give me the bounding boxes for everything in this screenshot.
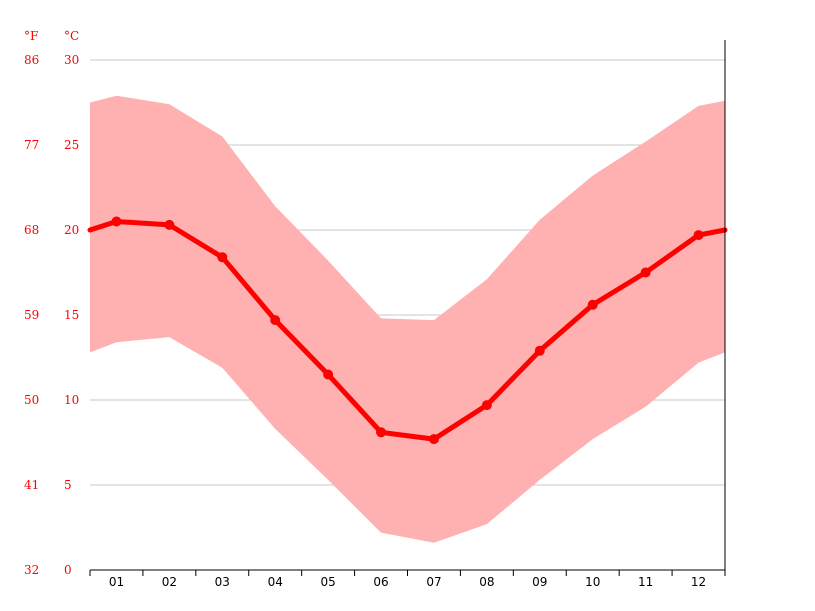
y-tick-label-fahrenheit: 32 [24, 563, 39, 577]
x-tick-label: 07 [426, 575, 441, 589]
y-tick-label-celsius: 30 [64, 53, 79, 67]
y-tick-label-celsius: 0 [64, 563, 72, 577]
y-tick-label-celsius: 25 [64, 138, 79, 152]
data-point [323, 369, 334, 380]
celsius-unit-label: °C [64, 29, 79, 43]
y-tick-label-fahrenheit: 86 [24, 53, 39, 67]
data-point [111, 216, 122, 227]
y-tick-label-celsius: 10 [64, 393, 79, 407]
x-tick-label: 05 [320, 575, 335, 589]
data-point [270, 315, 281, 326]
fahrenheit-unit-label: °F [24, 29, 38, 43]
data-point [693, 230, 704, 241]
data-point [587, 299, 598, 310]
data-point [534, 345, 545, 356]
data-point [640, 267, 651, 278]
x-tick-label: 09 [532, 575, 547, 589]
x-tick-label: 02 [162, 575, 177, 589]
data-point [428, 434, 439, 445]
data-point [376, 427, 387, 438]
x-tick-label: 12 [691, 575, 706, 589]
x-tick-label: 03 [215, 575, 230, 589]
x-tick-label: 10 [585, 575, 600, 589]
x-tick-label: 11 [638, 575, 653, 589]
temperature-range-band [90, 95, 725, 543]
y-tick-label-fahrenheit: 50 [24, 393, 39, 407]
y-tick-label-fahrenheit: 77 [24, 138, 39, 152]
data-point [164, 219, 175, 230]
y-tick-label-celsius: 5 [64, 478, 72, 492]
x-tick-label: 08 [479, 575, 494, 589]
y-tick-label-fahrenheit: 68 [24, 223, 39, 237]
x-tick-label: 01 [109, 575, 124, 589]
data-point [481, 400, 492, 411]
series-line [87, 219, 728, 442]
data-point [217, 252, 228, 263]
x-tick-label: 06 [373, 575, 388, 589]
y-tick-label-fahrenheit: 59 [24, 308, 39, 322]
y-tick-label-celsius: 15 [64, 308, 79, 322]
y-tick-label-fahrenheit: 41 [24, 478, 39, 492]
x-tick-label: 04 [268, 575, 283, 589]
y-tick-label-celsius: 20 [64, 223, 79, 237]
